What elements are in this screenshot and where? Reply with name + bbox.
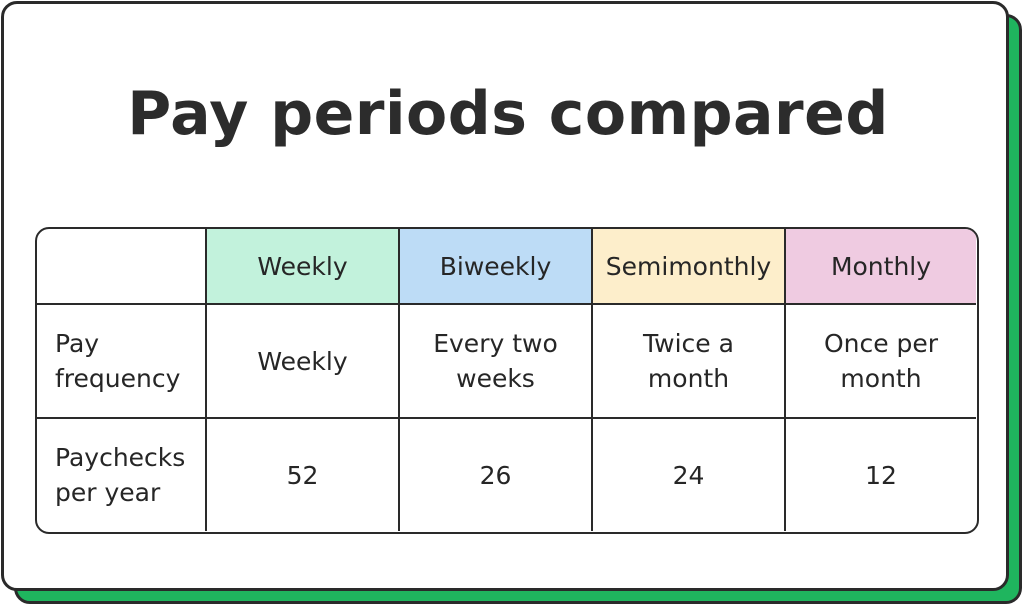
card: Pay periods compared Weekly Biweekly Sem… <box>1 1 1009 591</box>
column-header-semimonthly: Semimonthly <box>593 229 786 305</box>
table-cell: Once per month <box>786 305 976 419</box>
table-cell: Every two weeks <box>400 305 593 419</box>
table-cell: Twice a month <box>593 305 786 419</box>
column-header-weekly: Weekly <box>207 229 400 305</box>
page-title: Pay periods compared <box>127 79 889 149</box>
table-cell: 12 <box>865 460 897 490</box>
table-cell: 52 <box>207 419 400 531</box>
column-header-biweekly: Biweekly <box>400 229 593 305</box>
row-label-pay-frequency: Pay frequency <box>37 305 207 419</box>
table-cell: Weekly <box>207 305 400 419</box>
table-cell: 24 <box>593 419 786 531</box>
column-header-monthly: Monthly <box>786 229 976 305</box>
row-label-paychecks-per-year: Paychecks per year <box>37 419 207 531</box>
table-cell: 26 <box>400 419 593 531</box>
comparison-table: Weekly Biweekly Semimonthly Monthly Pay … <box>35 227 979 534</box>
table-corner-cell <box>37 229 207 305</box>
